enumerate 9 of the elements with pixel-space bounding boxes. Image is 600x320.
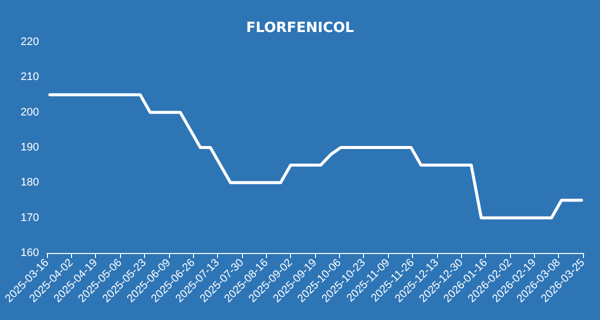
y-tick-label: 210 — [20, 71, 39, 84]
chart-title: FLORFENICOL — [246, 20, 354, 36]
y-tick-label: 220 — [20, 36, 39, 48]
y-tick-label: 180 — [20, 176, 39, 189]
y-tick-label: 190 — [20, 142, 39, 154]
line-series — [48, 93, 584, 220]
y-tick-label: 170 — [20, 212, 39, 224]
y-tick-label: 160 — [20, 247, 39, 259]
y-tick-label: 200 — [20, 106, 39, 118]
